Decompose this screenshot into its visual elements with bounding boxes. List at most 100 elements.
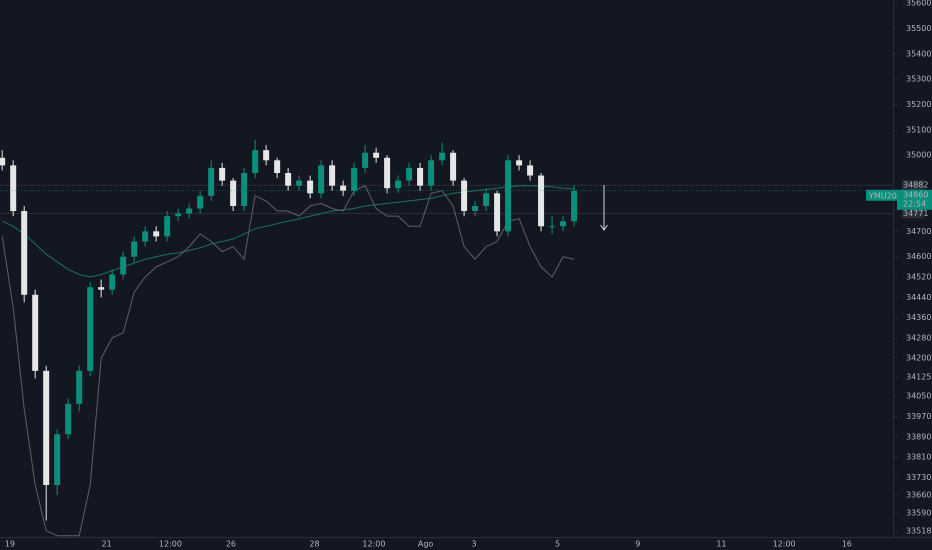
y-tick-label: 35000: [906, 151, 931, 160]
candle-body: [439, 152, 446, 161]
candle-body: [208, 167, 215, 196]
candle-body: [373, 152, 380, 158]
candle-body: [54, 434, 61, 485]
y-tick-label: 34600: [906, 252, 931, 261]
candle-body: [461, 180, 468, 212]
y-tick-label: 34125: [906, 373, 931, 382]
candle-body: [153, 231, 160, 237]
candle-body: [560, 221, 567, 227]
y-tick-label: 33590: [906, 508, 931, 517]
candle-body: [43, 370, 50, 485]
candle-body: [362, 152, 369, 168]
candle-body: [142, 231, 149, 242]
x-tick-label: 9: [635, 540, 640, 549]
candle-body: [450, 152, 457, 181]
candle-body: [186, 208, 193, 214]
y-tick-label: 33730: [906, 473, 931, 482]
candle-body: [164, 216, 171, 237]
candle-body: [428, 160, 435, 186]
candle-body: [65, 403, 72, 435]
y-tick-label: 34520: [906, 272, 931, 281]
candle-body: [98, 287, 105, 290]
y-tick-label: 35400: [906, 49, 931, 58]
candle-body: [263, 150, 270, 161]
price-label: 34771: [903, 209, 928, 218]
candle-body: [505, 160, 512, 232]
candle-body: [175, 213, 182, 217]
price-label-box: [902, 208, 924, 219]
y-tick-label: 34280: [906, 333, 931, 342]
price-label-box: [902, 180, 924, 191]
y-tick-label: 35300: [906, 75, 931, 84]
candle-body: [516, 160, 523, 166]
y-tick-label: 33970: [906, 412, 931, 421]
candle-body: [197, 195, 204, 209]
candle-body: [296, 180, 303, 186]
y-tick-label: 33810: [906, 453, 931, 462]
last-price-badge: [897, 189, 932, 210]
candle-body: [384, 157, 391, 189]
last-price-label: 34860: [903, 190, 928, 199]
x-tick-label: Ago: [418, 540, 434, 549]
arrow-head: [600, 224, 608, 231]
y-tick-label: 33518: [906, 527, 931, 536]
y-tick-label: 35200: [906, 100, 931, 109]
price-label: 34882: [903, 181, 928, 190]
countdown-label: 22:54: [903, 199, 926, 208]
candle-body: [252, 150, 259, 173]
candle-body: [241, 172, 248, 206]
candle-body: [417, 167, 424, 186]
y-tick-label: 33890: [906, 432, 931, 441]
candle-body: [483, 193, 490, 206]
symbol-badge: [866, 189, 901, 201]
candle-body: [0, 157, 6, 166]
x-tick-label: 21: [102, 540, 112, 549]
candle-body: [494, 193, 501, 232]
symbol-label: YMU2021: [868, 191, 907, 200]
candle-body: [21, 211, 28, 295]
candle-body: [10, 165, 17, 212]
candle-body: [329, 165, 336, 186]
candle-body: [32, 294, 39, 371]
candle-body: [527, 165, 534, 176]
x-tick-label: 5: [555, 540, 560, 549]
candle-body: [131, 241, 138, 257]
candle-body: [340, 185, 347, 191]
x-tick-label: 11: [716, 540, 726, 549]
y-tick-label: 35500: [906, 24, 931, 33]
candle-body: [406, 167, 413, 181]
candle-body: [76, 370, 83, 404]
candle-body: [472, 205, 479, 212]
y-tick-label: 35600: [906, 0, 931, 8]
candle-body: [395, 180, 402, 189]
x-tick-label: 12:00: [773, 540, 796, 549]
y-tick-label: 34440: [906, 293, 931, 302]
y-tick-label: 34700: [906, 227, 931, 236]
candle-body: [285, 172, 292, 186]
y-tick-label: 34200: [906, 354, 931, 363]
candle-body: [538, 175, 545, 227]
x-tick-label: 12:00: [159, 540, 182, 549]
plot: [0, 140, 893, 537]
candle-body: [549, 226, 556, 228]
candle-body: [307, 180, 314, 194]
y-tick-label: 34360: [906, 313, 931, 322]
x-tick-label: 26: [226, 540, 236, 549]
candle-body: [351, 167, 358, 191]
candle-body: [109, 274, 116, 290]
x-tick-label: 16: [842, 540, 852, 549]
candle-body: [120, 256, 127, 275]
y-tick-label: 35100: [906, 125, 931, 134]
indicator-line: [1, 185, 575, 278]
x-tick-label: 28: [309, 540, 319, 549]
candle-body: [230, 180, 237, 206]
x-tick-label: 19: [5, 540, 15, 549]
candle-body: [87, 287, 94, 371]
x-tick-label: 12:00: [362, 540, 385, 549]
candle-body: [571, 190, 578, 222]
indicator-line: [1, 185, 575, 537]
y-tick-label: 33660: [906, 491, 931, 500]
candle-body: [318, 165, 325, 194]
